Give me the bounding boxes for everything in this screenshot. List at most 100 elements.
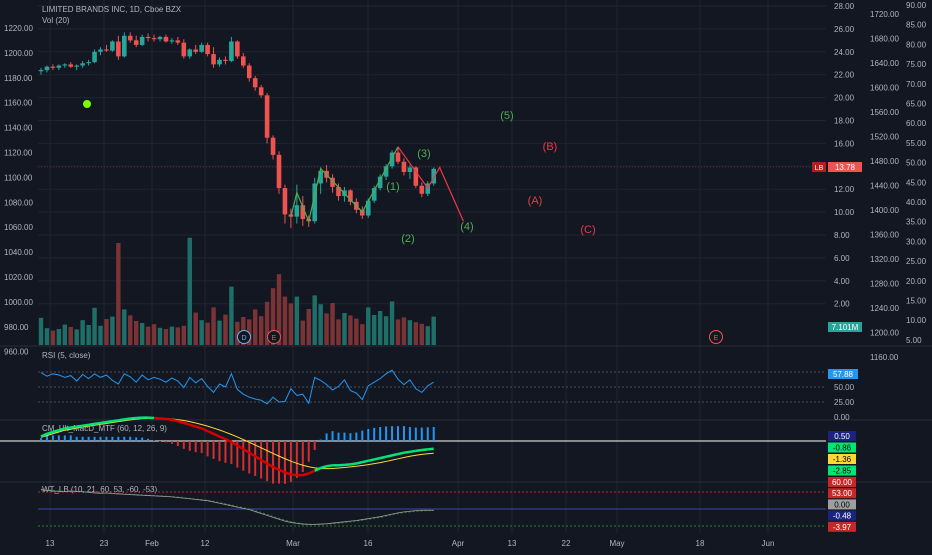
candle-body	[229, 41, 234, 60]
volume-bar	[140, 323, 144, 345]
candle-body	[122, 36, 127, 57]
volume-bar	[253, 309, 257, 345]
far-axis-tick-2: 85.00	[906, 21, 927, 30]
macd-histogram-bar	[201, 441, 203, 453]
left-axis-tick: 960.00	[4, 348, 29, 357]
candle-body	[235, 41, 240, 56]
macd-histogram-bar	[302, 441, 304, 472]
volume-bar	[176, 327, 180, 345]
macd-histogram-bar	[195, 441, 197, 452]
x-axis-tick: 23	[100, 539, 109, 548]
far-axis-tick: 1200.00	[870, 329, 899, 338]
macd-histogram-bar	[391, 426, 393, 441]
candle-body	[63, 64, 68, 65]
volume-bar	[158, 328, 162, 345]
volume-bar	[146, 327, 150, 345]
candle-body	[170, 40, 175, 41]
far-axis-tick-2: 80.00	[906, 40, 927, 49]
macd-line-segment	[362, 461, 368, 462]
right-axis-tick: 6.00	[834, 254, 850, 263]
candle-body	[223, 60, 228, 61]
volume-bar	[342, 313, 346, 345]
right-axis-tick: 20.00	[834, 94, 855, 103]
macd-histogram-bar	[338, 433, 340, 441]
volume-bar	[426, 326, 430, 345]
macd-histogram-bar	[296, 441, 298, 478]
macd-line-segment	[59, 428, 65, 430]
right-axis-tick: 16.00	[834, 139, 855, 148]
far-axis-tick: 1280.00	[870, 280, 899, 289]
far-axis-tick: 1160.00	[870, 353, 899, 362]
macd-histogram-bar	[40, 438, 42, 441]
macd-line-segment	[386, 455, 392, 456]
wave-label: (B)	[543, 141, 558, 153]
far-axis-tick-2: 40.00	[906, 198, 927, 207]
wave-label: (C)	[580, 224, 595, 236]
candle-body	[187, 50, 192, 57]
macd-line-segment	[95, 423, 101, 424]
far-axis-tick: 1480.00	[870, 157, 899, 166]
candle-body	[247, 66, 252, 79]
macd-line-segment	[77, 426, 83, 427]
left-axis-tick: 1200.00	[4, 49, 33, 58]
left-axis-tick: 1040.00	[4, 248, 33, 257]
candle-body	[217, 60, 222, 65]
macd-line-segment	[380, 457, 386, 458]
volume-bar	[170, 327, 174, 345]
far-axis-tick-2: 60.00	[906, 119, 927, 128]
volume-bar	[104, 319, 108, 345]
macd-histogram-bar	[159, 441, 161, 442]
volume-bar	[152, 324, 156, 345]
rsi-title: RSI (5, close)	[42, 351, 91, 360]
candle-body	[45, 67, 50, 70]
macd-histogram-bar	[326, 433, 328, 441]
macd-histogram-bar	[254, 441, 256, 476]
x-axis-tick: 12	[201, 539, 210, 548]
x-axis-tick: 22	[562, 539, 571, 548]
right-axis-tick: 8.00	[834, 231, 850, 240]
candle-body	[110, 41, 115, 50]
volume-bar	[307, 309, 311, 345]
macd-histogram-bar	[242, 441, 244, 471]
far-axis-tick-2: 55.00	[906, 139, 927, 148]
macd-histogram-bar	[70, 435, 72, 441]
macd-histogram-bar	[332, 431, 334, 441]
wt-value-label: -3.97	[833, 523, 852, 532]
right-axis-tick: 28.00	[834, 2, 855, 11]
macd-line-segment	[202, 428, 208, 431]
macd-line-segment	[350, 464, 356, 465]
macd-line-segment	[196, 427, 202, 429]
candle-body	[116, 41, 121, 56]
candle-body	[68, 64, 73, 66]
macd-histogram-bar	[213, 441, 215, 459]
candle-body	[104, 50, 109, 51]
macd-histogram-bar	[272, 441, 274, 484]
right-axis-tick: 18.00	[834, 117, 855, 126]
macd-line-segment	[208, 431, 214, 434]
last-price-label: 13.78	[835, 163, 856, 172]
far-axis-tick: 1320.00	[870, 255, 899, 264]
macd-line-segment	[327, 465, 333, 466]
wt-value-label: 0.00	[834, 500, 850, 509]
macd-histogram-bar	[165, 441, 167, 442]
macd-histogram-bar	[421, 428, 423, 441]
x-axis-tick: Apr	[452, 539, 465, 548]
macd-histogram-bar	[266, 441, 268, 481]
wt-value-label: 60.00	[832, 478, 853, 487]
left-axis-tick: 1080.00	[4, 198, 33, 207]
wave-label: (4)	[460, 221, 473, 233]
macd-line-segment	[106, 421, 112, 422]
macd-histogram-bar	[105, 437, 107, 441]
macd-histogram-bar	[320, 440, 322, 441]
left-axis-tick: 1060.00	[4, 223, 33, 232]
candle-body	[86, 62, 91, 63]
volume-bar	[396, 319, 400, 345]
macd-line-segment	[285, 473, 291, 475]
left-axis-tick: 1220.00	[4, 24, 33, 33]
far-axis-tick-2: 30.00	[906, 237, 927, 246]
far-axis-tick: 1680.00	[870, 35, 899, 44]
candle-body	[152, 38, 157, 39]
macd-line-segment	[47, 432, 53, 434]
